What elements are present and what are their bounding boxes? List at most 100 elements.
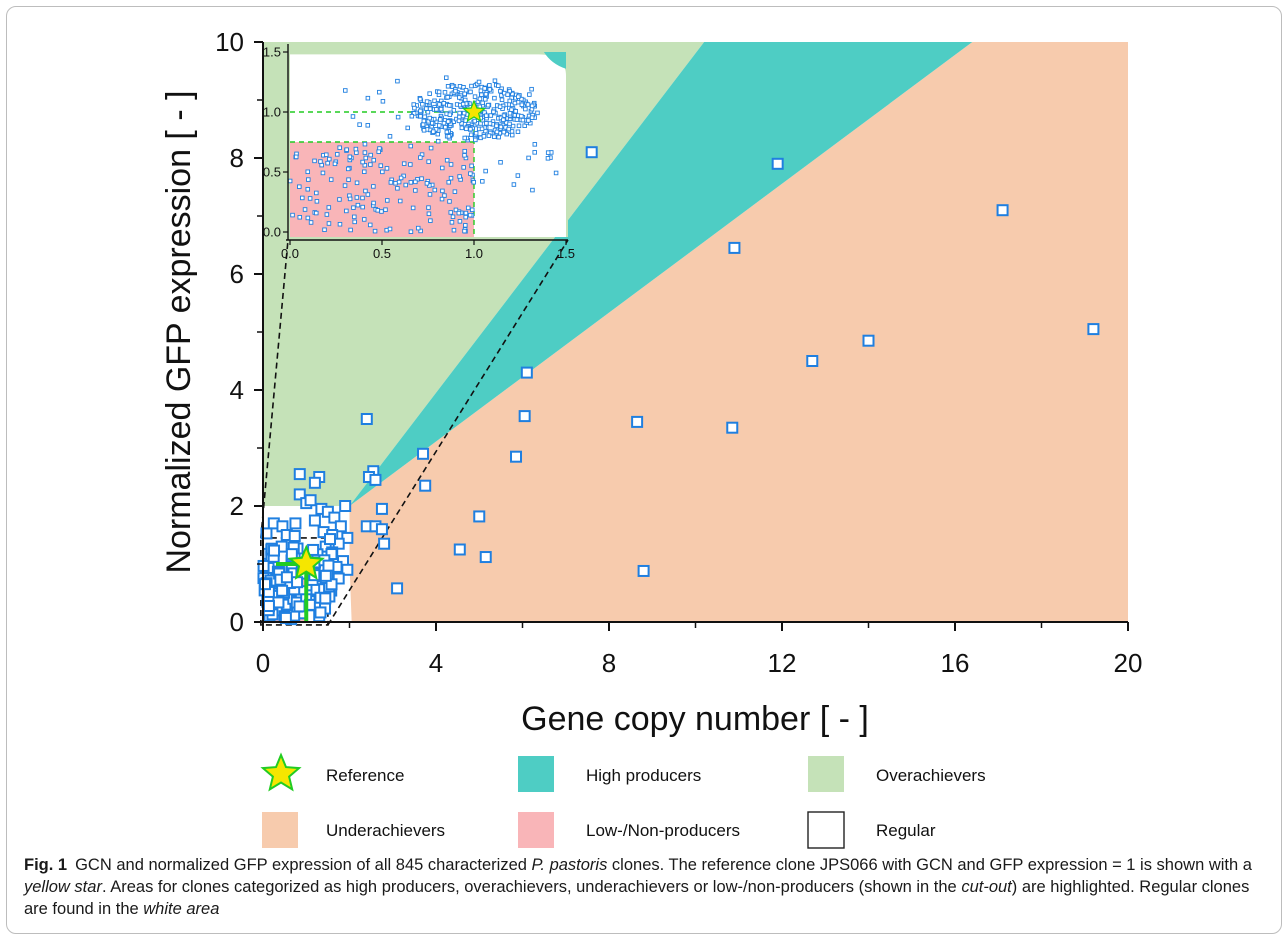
scatter-point	[375, 523, 388, 536]
inset-point	[449, 220, 455, 225]
inset-point	[447, 112, 453, 117]
legend-swatch-regular	[807, 811, 845, 849]
inset-point	[419, 176, 424, 181]
inset-point	[448, 162, 454, 167]
inset-point	[492, 78, 498, 83]
inset-y-tick-label: 1.0	[263, 105, 281, 120]
inset-point	[507, 121, 512, 127]
cluster-point	[280, 571, 293, 584]
inset-point	[472, 94, 478, 99]
inset-point	[376, 149, 381, 154]
inset-point	[319, 162, 324, 168]
scatter-point	[479, 551, 492, 564]
inset-point	[462, 228, 467, 234]
inset-point	[439, 196, 445, 202]
inset-point	[361, 217, 367, 222]
inset-point	[442, 90, 448, 95]
inset-point	[384, 166, 390, 171]
y-tick-label: 10	[215, 27, 244, 57]
inset-point	[354, 180, 360, 186]
inset-point	[441, 101, 446, 106]
inset-point	[459, 121, 464, 126]
inset-point	[408, 180, 414, 185]
inset-point	[511, 182, 517, 187]
inset-point	[426, 211, 432, 217]
inset-point	[418, 155, 423, 160]
legend-swatch-high-producers	[518, 756, 554, 792]
inset-point	[501, 117, 506, 123]
inset-point	[352, 214, 357, 220]
scatter-point	[308, 514, 321, 527]
inset-point	[530, 187, 535, 193]
inset-point	[428, 145, 434, 151]
inset-point	[446, 179, 451, 185]
inset-point	[457, 114, 462, 120]
inset-point	[435, 138, 441, 144]
reference-star-marker	[287, 544, 325, 580]
inset-point	[334, 152, 340, 157]
inset-point	[512, 100, 518, 106]
inset-point	[375, 208, 380, 213]
inset-point	[473, 130, 479, 136]
figure-caption: Fig. 1 GCN and normalized GFP expression …	[24, 854, 1276, 920]
inset-point	[457, 110, 462, 116]
inset-point	[476, 79, 482, 85]
scatter-point	[996, 204, 1009, 217]
scatter-point	[328, 511, 341, 524]
inset-point	[529, 103, 535, 109]
inset-point	[461, 165, 466, 170]
inset-x-tick-label: 1.5	[557, 246, 575, 261]
inset-point	[395, 186, 400, 191]
inset-point	[371, 184, 376, 189]
inset-point	[529, 86, 534, 92]
scatter-point	[391, 582, 404, 595]
inset-x-ticks: 0.0 0.5 1.0 1.5	[281, 240, 575, 261]
inset-point	[367, 222, 373, 228]
inset-point	[545, 156, 551, 161]
inset-point	[387, 134, 393, 139]
inset-point	[451, 227, 457, 233]
inset-point	[471, 180, 476, 185]
inset-point	[456, 210, 462, 216]
inset-point	[307, 196, 313, 201]
inset-point	[532, 142, 538, 147]
inset-point	[457, 174, 462, 179]
scatter-point	[334, 520, 347, 533]
legend-item-reference: Reference	[260, 752, 404, 792]
scatter-point	[726, 421, 739, 434]
inset-point	[342, 183, 348, 188]
inset-point	[532, 150, 537, 155]
inset-point	[479, 126, 485, 132]
legend-item-high-producers: High producers	[518, 756, 701, 792]
inset-point	[485, 102, 491, 108]
inset-point	[300, 195, 305, 201]
inset-point	[417, 96, 423, 102]
inset-point	[494, 129, 500, 135]
inset-x-tick-label: 0.5	[373, 246, 391, 261]
inset-y-tick-label: 1.5	[263, 45, 281, 60]
inset-point	[497, 104, 503, 109]
inset-point	[305, 187, 311, 192]
cluster-point	[325, 548, 338, 561]
inset-point	[509, 132, 515, 138]
legend-swatch-overachievers	[808, 756, 844, 792]
x-axis-label: Gene copy number [ - ]	[521, 700, 869, 738]
inset-point	[365, 95, 371, 101]
inset-point	[393, 180, 398, 186]
inset-point	[305, 169, 311, 175]
inset-point	[444, 157, 450, 163]
inset-point	[470, 207, 475, 213]
inset-point	[314, 210, 319, 216]
scatter-point	[453, 543, 466, 556]
inset-point	[462, 135, 468, 141]
scatter-point	[806, 355, 819, 367]
x-tick-label: 4	[429, 648, 443, 678]
inset-point	[507, 111, 513, 116]
caption-text-2: clones. The reference clone JPS066 with …	[607, 856, 1252, 874]
inset-point	[463, 87, 469, 93]
inset-point	[519, 96, 524, 102]
inset-point	[453, 207, 459, 213]
inset-point	[371, 157, 376, 163]
inset-point	[459, 125, 465, 131]
inset-point	[468, 89, 473, 95]
